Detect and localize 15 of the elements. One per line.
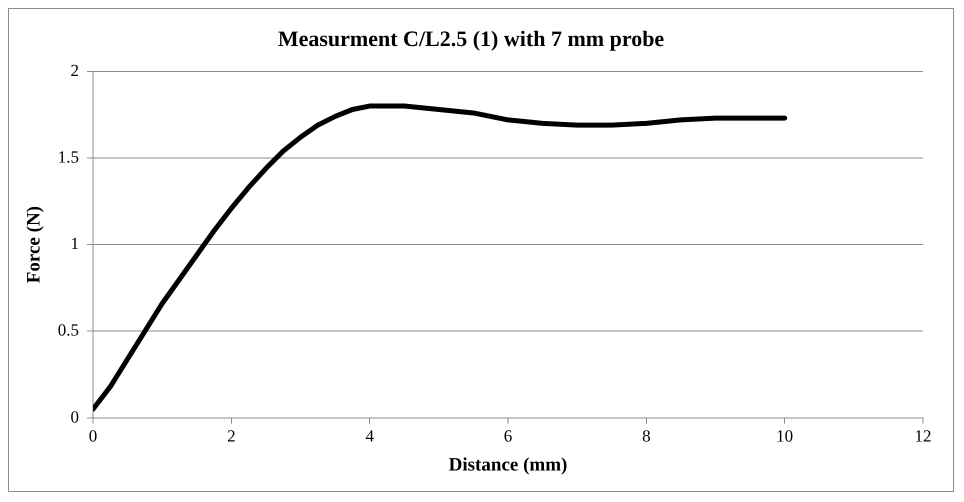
y-tick-label: 2 [70, 60, 80, 80]
y-tick-label: 1.5 [58, 147, 80, 166]
y-tick-label: 1 [70, 234, 80, 254]
x-axis-title: Distance (mm) [448, 454, 568, 476]
y-tick-label: 0 [70, 407, 80, 426]
x-tick-label: 10 [776, 426, 794, 446]
chart-title: Measurment C/L2.5 (1) with 7 mm probe [278, 26, 664, 51]
x-tick-label: 2 [227, 426, 236, 446]
x-tick-label: 8 [642, 426, 651, 446]
y-tick-label: 0.5 [58, 320, 80, 340]
y-axis-title: Force (N) [23, 206, 44, 284]
x-tick-label: 6 [504, 426, 512, 446]
x-tick-label: 12 [914, 426, 932, 446]
x-tick-label: 4 [365, 426, 374, 446]
x-tick-label: 0 [88, 426, 98, 446]
